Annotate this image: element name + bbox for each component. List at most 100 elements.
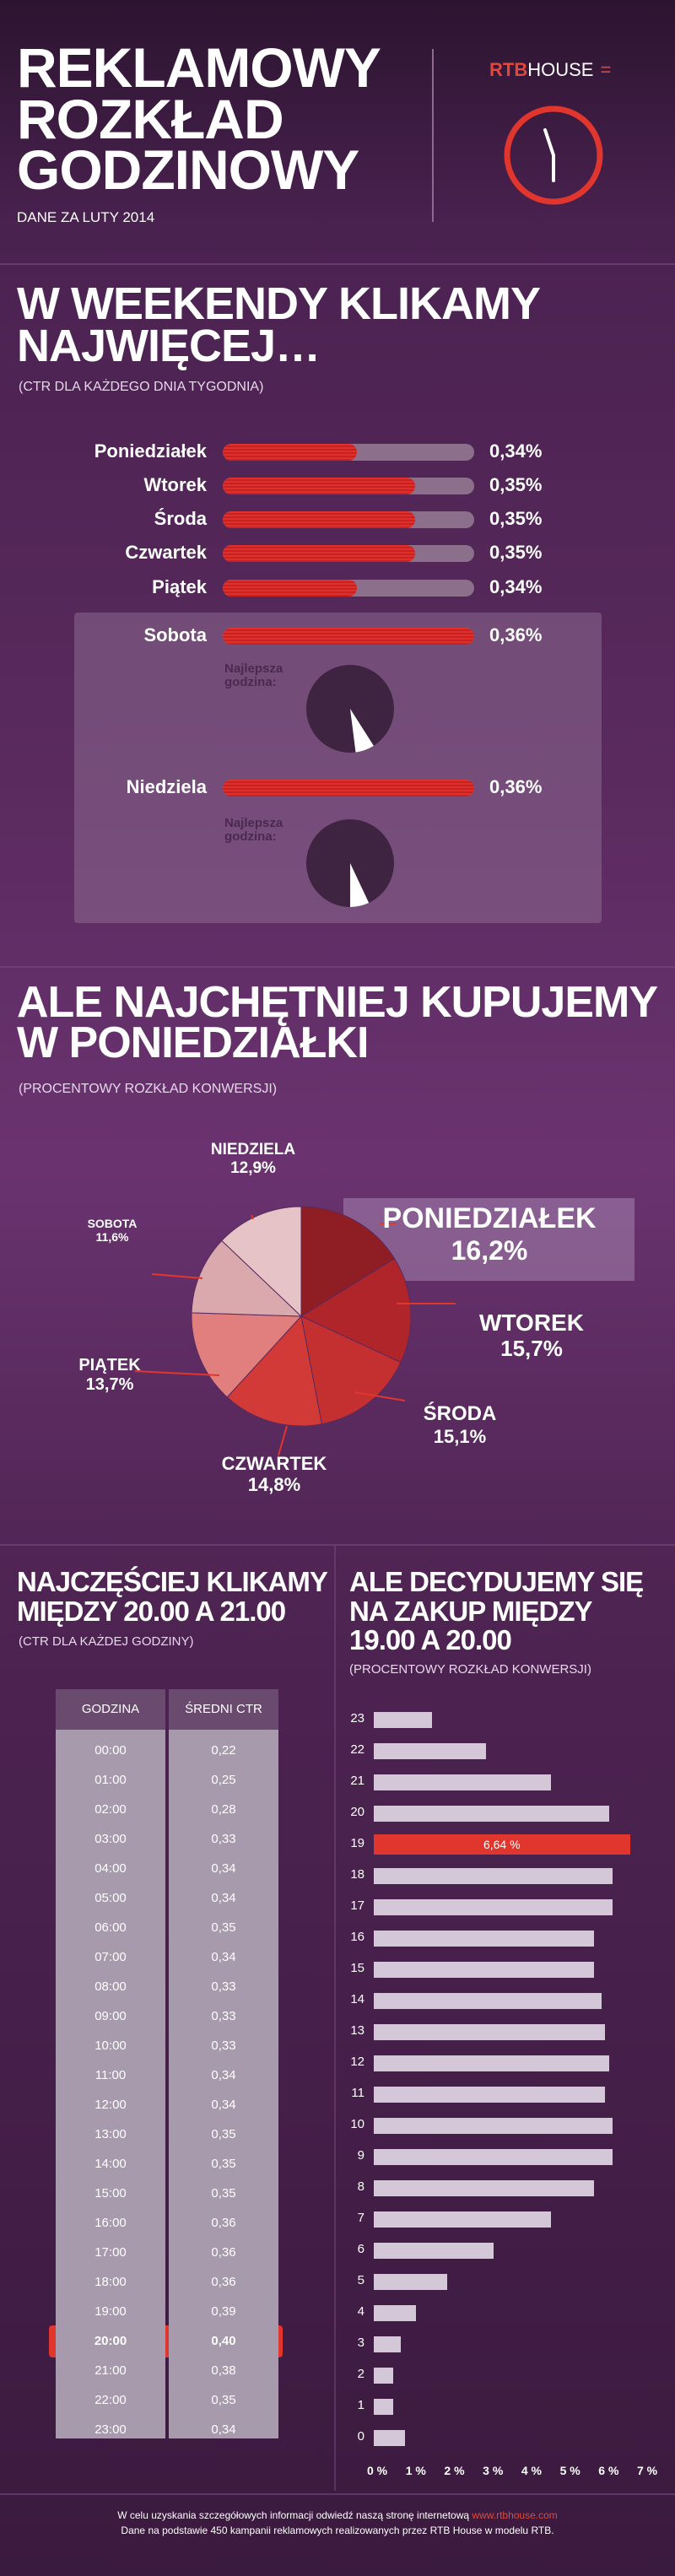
- table-row: 06:00 0,35: [56, 1913, 278, 1942]
- cell-ctr: 0,39: [211, 2304, 236, 2319]
- pie-label-name: PIĄTEK: [78, 1356, 141, 1374]
- table-col-ctr: [169, 1730, 278, 2438]
- hour-label: 22: [350, 1742, 364, 1757]
- day-bar-track: [223, 511, 474, 528]
- pie-leader-line: [134, 1370, 220, 1376]
- cell-ctr: 0,28: [211, 1802, 236, 1817]
- table-row: 02:00 0,28: [56, 1795, 278, 1824]
- pie-slice-czwartek: [226, 1315, 322, 1427]
- hour-label: 8: [357, 2179, 364, 2194]
- day-value-label: 0,34%: [489, 576, 543, 597]
- hour-bar: [374, 1899, 613, 1915]
- cell-hour: 17:00: [94, 2245, 127, 2260]
- day-bar-track: [223, 478, 474, 494]
- hour-bar: [374, 2305, 417, 2321]
- cell-ctr: 0,22: [211, 1743, 236, 1758]
- day-label: Poniedziałek: [94, 440, 207, 462]
- table-row: 21:00 0,38: [56, 2356, 278, 2385]
- cell-ctr: 0,35: [211, 2127, 236, 2141]
- day-bar: [223, 478, 416, 494]
- hour-label: 1: [357, 2398, 364, 2412]
- highlight-bar-label: 6,64 %: [483, 1838, 521, 1851]
- hour-label: 11: [351, 2086, 364, 2100]
- main-title: REKLAMOWY ROZKŁAD GODZINOWY: [17, 36, 422, 202]
- pie-label-value: 15,1%: [433, 1425, 487, 1447]
- day-bar: [223, 545, 416, 562]
- table-row: 15:00 0,35: [56, 2179, 278, 2208]
- best-hour-label-line-1: Najlepsza: [224, 816, 284, 830]
- pie-leader-line: [278, 1425, 288, 1456]
- main-title-line-2: ROZKŁAD: [17, 87, 284, 150]
- cell-hour: 02:00: [94, 1802, 127, 1817]
- table-row: 00:00 0,22: [56, 1736, 278, 1765]
- cell-ctr: 0,35: [211, 1920, 236, 1935]
- section1-title: W WEEKENDY KLIKAMY NAJWIĘCEJ…: [17, 281, 541, 368]
- cell-hour: 21:00: [94, 2363, 127, 2378]
- x-tick-label: 0 %: [367, 2464, 388, 2477]
- main-title-line-1: REKLAMOWY: [17, 36, 381, 99]
- hour-bar: [374, 1806, 609, 1822]
- cell-ctr: 0,40: [211, 2334, 236, 2348]
- cell-hour: 10:00: [94, 2039, 127, 2053]
- hour-bar: [374, 2336, 401, 2352]
- cell-hour: 03:00: [94, 1832, 127, 1846]
- day-value-label: 0,35%: [489, 474, 543, 495]
- pie-label-name: WTOREK: [479, 1310, 584, 1336]
- conversion-pie-chart: [134, 1206, 456, 1456]
- day-label: Piątek: [152, 576, 207, 597]
- cell-ctr: 0,36: [211, 2216, 236, 2230]
- cell-hour: 18:00: [94, 2275, 127, 2289]
- best-hour-label-line-2: godzina:: [224, 829, 277, 844]
- table-row: 20:00 0,40: [56, 2326, 278, 2356]
- cell-hour: 22:00: [94, 2393, 127, 2407]
- section3-title-line-2: MIĘDZY 20.00 A 21.00: [17, 1595, 286, 1627]
- hour-bar: [374, 2149, 613, 2165]
- table-row: 16:00 0,36: [56, 2208, 278, 2238]
- table-row: 09:00 0,33: [56, 2001, 278, 2031]
- day-bar: [223, 580, 357, 597]
- footer-website-link[interactable]: www.rtbhouse.com: [472, 2509, 558, 2521]
- hour-bar: [374, 1962, 594, 1978]
- pie-slice-środa: [300, 1315, 402, 1425]
- footer: W celu uzyskania szczegółowych informacj…: [0, 2508, 675, 2538]
- cell-hour: 23:00: [94, 2422, 127, 2437]
- pie-label: NIEDZIELA 12,9%: [194, 1141, 312, 1178]
- pie-label-name: PONIEDZIAŁEK: [382, 1202, 597, 1234]
- best-hour-slice: [350, 709, 374, 753]
- best-hour-label-line-2: godzina:: [224, 674, 277, 689]
- hour-label: 0: [357, 2429, 364, 2444]
- x-tick-label: 7 %: [637, 2464, 658, 2477]
- table-row: 13:00 0,35: [56, 2120, 278, 2149]
- cell-hour: 09:00: [94, 2009, 127, 2023]
- day-bar: [223, 444, 357, 461]
- pie-label-value: 15,7%: [500, 1336, 563, 1362]
- section-divider: [0, 966, 675, 968]
- x-tick-label: 4 %: [521, 2464, 542, 2477]
- hour-label: 16: [350, 1930, 364, 1944]
- main-title-line-3: GODZINOWY: [17, 138, 359, 202]
- section3-title: NAJCZĘŚCIEJ KLIKAMY MIĘDZY 20.00 A 21.00: [17, 1566, 328, 1627]
- table-row: 17:00 0,36: [56, 2238, 278, 2267]
- cell-hour: 11:00: [94, 2068, 127, 2082]
- hour-bar: [374, 1712, 432, 1728]
- date-caption: DANE ZA LUTY 2014: [17, 209, 155, 225]
- cell-ctr: 0,34: [211, 2422, 236, 2437]
- x-tick-label: 5 %: [559, 2464, 580, 2477]
- cell-ctr: 0,35: [211, 2393, 236, 2407]
- pie-slice-wtorek: [300, 1258, 412, 1364]
- cell-ctr: 0,33: [211, 2039, 236, 2053]
- hour-bar: 6,64 %: [374, 1834, 630, 1855]
- section3-title-line-1: NAJCZĘŚCIEJ KLIKAMY: [17, 1566, 328, 1597]
- menu-icon: =: [600, 59, 612, 80]
- pie-slice-niedziela: [221, 1206, 302, 1318]
- section4-title-line-1: ALE DECYDUJEMY SIĘ: [349, 1566, 644, 1597]
- hour-label: 6: [357, 2242, 364, 2256]
- section2-title-line-1: ALE NAJCHĘTNIEJ KUPUJEMY: [17, 978, 658, 1027]
- pie-label-value: 12,9%: [230, 1158, 276, 1177]
- pie-label: CZWARTEK 14,8%: [194, 1453, 354, 1496]
- pie-leader-line: [151, 1273, 203, 1279]
- cell-hour: 07:00: [94, 1950, 127, 1964]
- table-row: 03:00 0,33: [56, 1824, 278, 1854]
- footer-text-1: W celu uzyskania szczegółowych informacj…: [117, 2509, 470, 2521]
